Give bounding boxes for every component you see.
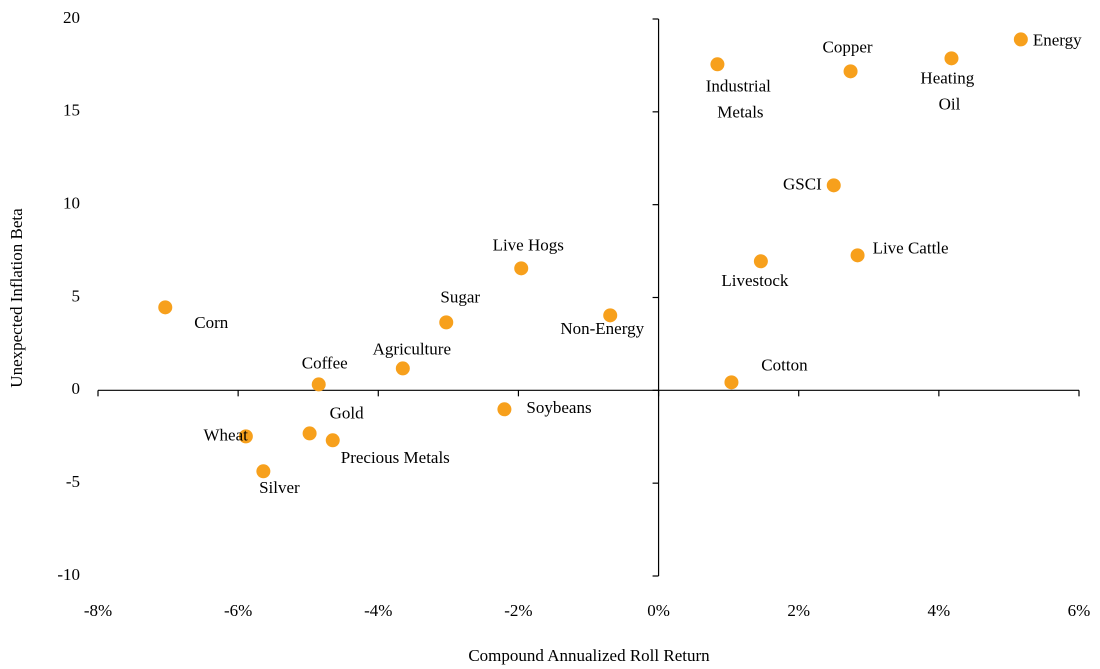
point-label: Corn xyxy=(194,313,229,332)
point xyxy=(325,433,340,448)
point-label: Wheat xyxy=(203,425,248,444)
point-label: Livestock xyxy=(721,271,789,290)
point xyxy=(302,426,317,441)
point-label: Precious Metals xyxy=(341,448,450,467)
point-label: Copper xyxy=(823,37,873,56)
x-tick-label: 2% xyxy=(787,601,810,620)
point xyxy=(514,261,529,276)
point xyxy=(1013,32,1028,47)
point-label: Energy xyxy=(1033,30,1082,49)
y-tick-label: 15 xyxy=(63,101,80,120)
point-label: Gold xyxy=(330,403,365,422)
point xyxy=(843,64,858,79)
point xyxy=(238,429,253,444)
point xyxy=(256,464,271,479)
point xyxy=(753,254,768,269)
x-tick-label: 4% xyxy=(928,601,951,620)
point-label: GSCI xyxy=(783,174,822,193)
point xyxy=(439,315,454,330)
y-tick-label: -5 xyxy=(66,472,80,491)
point-label: Agriculture xyxy=(373,339,451,358)
x-tick-label: -2% xyxy=(504,601,532,620)
point xyxy=(158,300,173,315)
x-tick-label: -8% xyxy=(84,601,112,620)
point xyxy=(311,377,326,392)
point xyxy=(826,178,841,193)
y-axis-title: Unexpected Inflation Beta xyxy=(7,208,26,388)
x-tick-label: 0% xyxy=(647,601,670,620)
y-tick-label: -10 xyxy=(57,565,80,584)
x-axis-title: Compound Annualized Roll Return xyxy=(468,646,710,665)
point-label: Soybeans xyxy=(526,398,591,417)
point xyxy=(395,361,410,376)
point-label: Coffee xyxy=(302,353,348,372)
y-tick-label: 0 xyxy=(72,379,81,398)
point-label: Heating Oil xyxy=(920,68,978,113)
point xyxy=(710,57,725,72)
y-tick-label: 20 xyxy=(63,8,80,27)
point-label: Live Hogs xyxy=(493,235,564,254)
y-tick-label: 10 xyxy=(63,194,80,213)
x-tick-label: 6% xyxy=(1068,601,1091,620)
point xyxy=(603,308,618,323)
point xyxy=(850,248,865,263)
point-label: Live Cattle xyxy=(873,238,949,257)
point-label: Sugar xyxy=(440,287,480,306)
point-label: Cotton xyxy=(761,355,808,374)
y-tick-label: 5 xyxy=(72,286,81,305)
point xyxy=(724,375,739,390)
point xyxy=(497,402,512,417)
point xyxy=(944,51,959,66)
point-label: Non-Energy xyxy=(560,319,644,338)
point-label: Industrial Metals xyxy=(706,76,775,121)
x-tick-label: -4% xyxy=(364,601,392,620)
x-tick-label: -6% xyxy=(224,601,252,620)
point-label: Silver xyxy=(259,478,300,497)
